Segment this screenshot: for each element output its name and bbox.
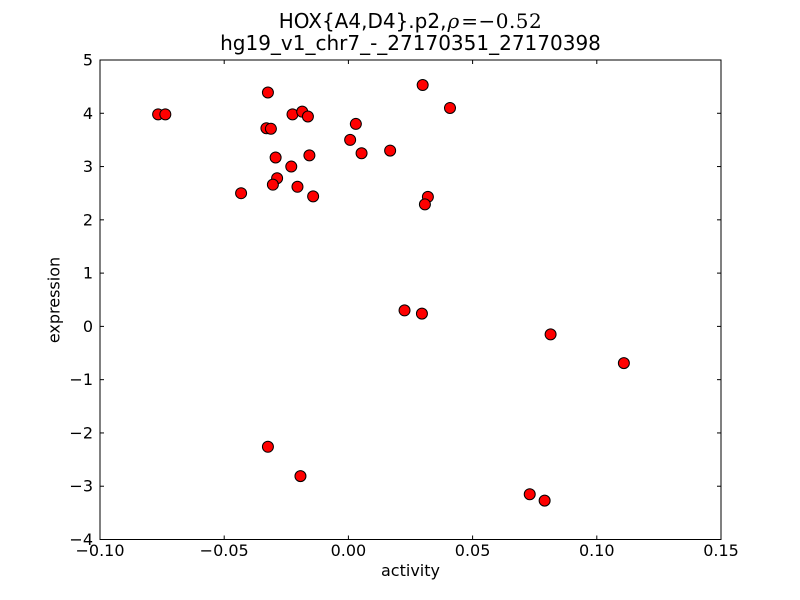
data-point	[303, 149, 316, 162]
x-tick-label: 0.15	[703, 541, 739, 560]
data-point	[415, 307, 428, 320]
chart-title-line2: hg19_v1_chr7_-_27170351_27170398	[220, 30, 601, 55]
x-tick-label: 0.05	[455, 541, 491, 560]
title-rho-value: =−0.52	[461, 9, 543, 33]
y-tick-label: −2	[69, 423, 93, 442]
x-tick-label: −0.05	[200, 541, 249, 560]
data-point	[617, 357, 630, 370]
data-point	[538, 494, 551, 507]
data-point	[349, 117, 362, 130]
x-tick-label: −0.10	[75, 541, 124, 560]
x-axis-label: activity	[381, 561, 440, 580]
data-point	[416, 79, 429, 92]
title-text: HOX{A4,D4}.p2,	[278, 9, 447, 33]
data-point	[261, 440, 274, 453]
data-point	[443, 101, 456, 114]
data-point	[544, 328, 557, 341]
data-point	[159, 108, 172, 121]
y-tick-label: −3	[69, 477, 93, 496]
data-point	[301, 110, 314, 123]
data-point	[398, 304, 411, 317]
x-tick-label: 0.10	[579, 541, 615, 560]
data-point	[269, 151, 282, 164]
y-tick-label: 1	[83, 264, 93, 283]
data-point	[418, 198, 431, 211]
y-tick-label: 0	[83, 317, 93, 336]
data-point	[294, 470, 307, 483]
y-tick-label: −1	[69, 370, 93, 389]
y-tick-label: 2	[83, 210, 93, 229]
data-point	[307, 190, 320, 203]
x-tick-label: 0.00	[331, 541, 367, 560]
chart-title: HOX{A4,D4}.p2,ρ =−0.52 hg19_v1_chr7_-_271…	[100, 9, 721, 55]
data-point	[384, 144, 397, 157]
data-point	[344, 133, 357, 146]
data-point	[235, 187, 248, 200]
data-point	[291, 180, 304, 193]
data-point	[261, 86, 274, 99]
y-tick-label: −4	[69, 530, 93, 549]
chart-title-line1: HOX{A4,D4}.p2,ρ =−0.52	[100, 9, 721, 33]
y-tick-label: 4	[83, 104, 93, 123]
y-axis-label: expression	[44, 256, 64, 344]
data-point	[266, 178, 279, 191]
y-tick-label: 3	[83, 157, 93, 176]
y-tick-label: 5	[83, 51, 93, 70]
data-point	[355, 147, 368, 160]
data-point	[264, 122, 277, 135]
plot-frame	[99, 59, 722, 540]
title-rho-symbol: ρ	[447, 9, 460, 33]
data-point	[285, 160, 298, 173]
data-point	[523, 488, 536, 501]
